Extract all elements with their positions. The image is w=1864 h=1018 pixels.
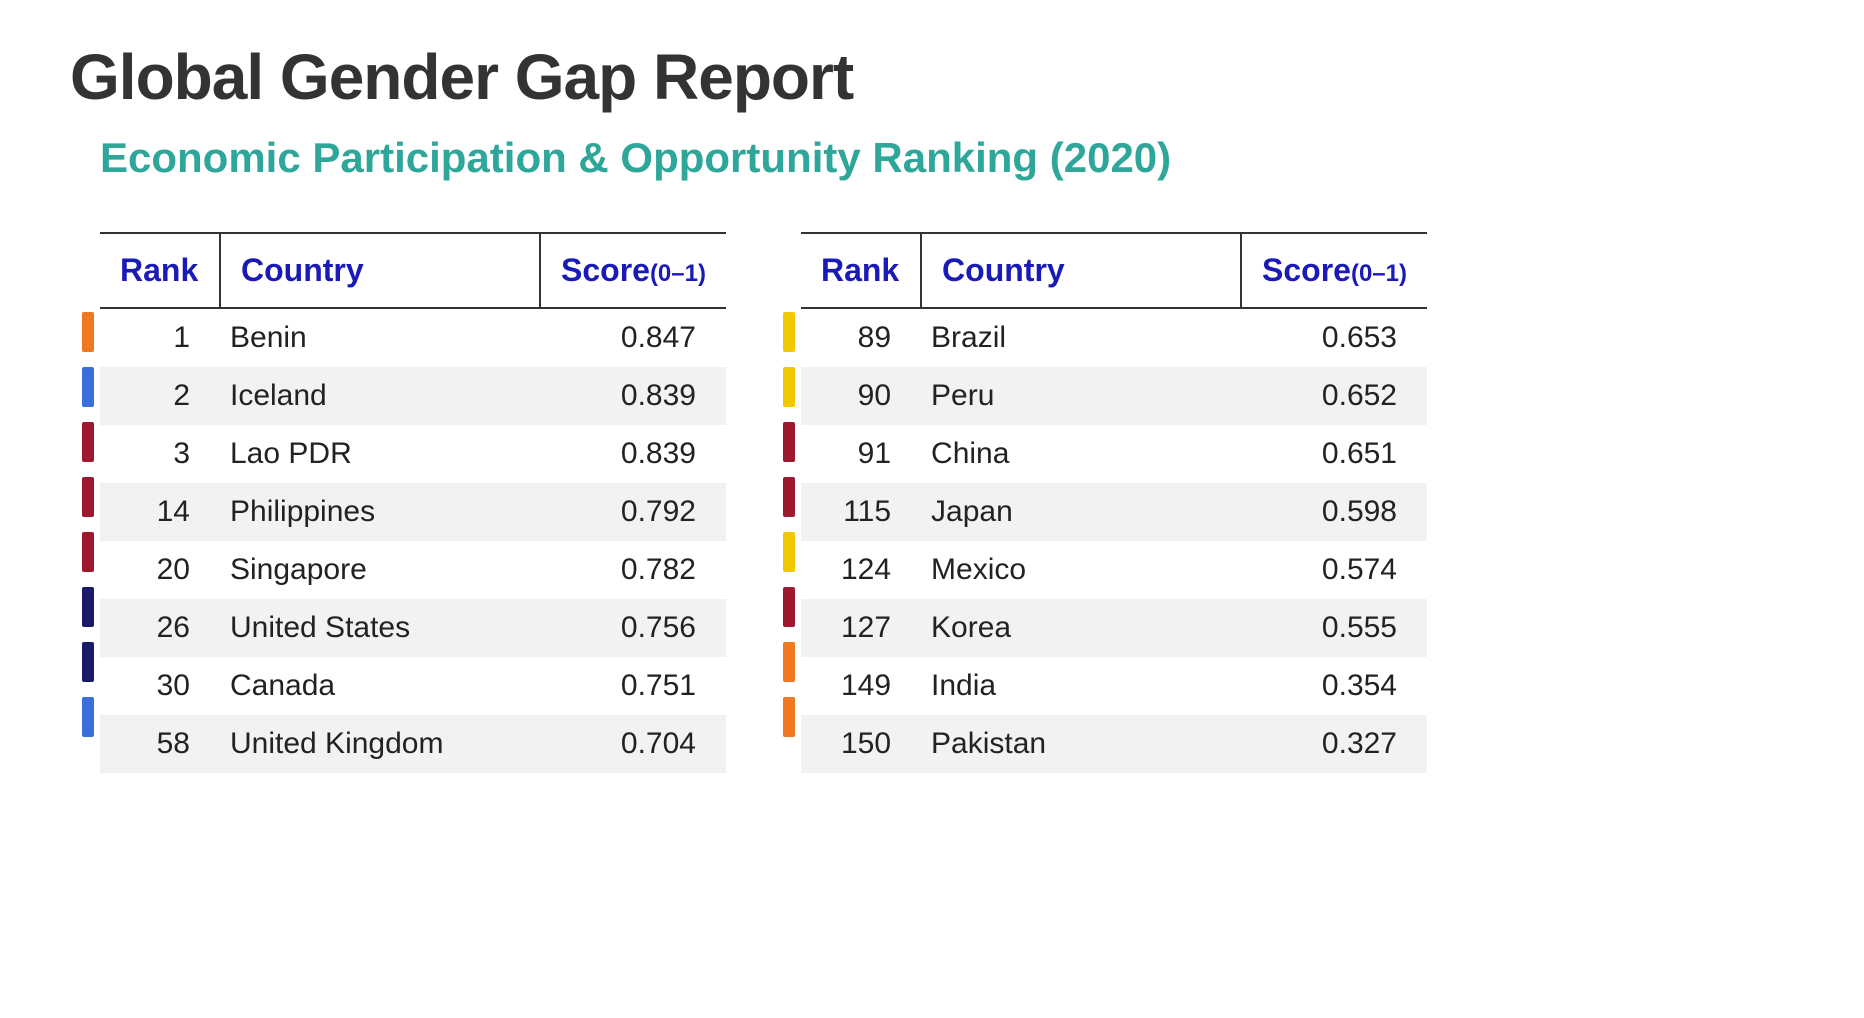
header-score: Score(0–1) (1241, 233, 1427, 308)
score-cell: 0.354 (1241, 657, 1427, 715)
rank-cell: 150 (801, 715, 921, 773)
table-row: 2Iceland0.839 (100, 367, 726, 425)
region-marker-icon (82, 642, 94, 682)
region-marker-icon (783, 587, 795, 627)
rank-cell: 3 (100, 425, 220, 483)
table-row: 124Mexico0.574 (801, 541, 1427, 599)
country-cell: Mexico (921, 541, 1241, 599)
page-subtitle: Economic Participation & Opportunity Ran… (100, 134, 1794, 182)
ranking-table-right: Rank Country Score(0–1) 89Brazil0.65390P… (801, 232, 1427, 773)
country-cell: United Kingdom (220, 715, 540, 773)
country-cell: Pakistan (921, 715, 1241, 773)
region-marker-icon (783, 422, 795, 462)
header-country: Country (921, 233, 1241, 308)
region-marker-icon (783, 642, 795, 682)
country-cell: Japan (921, 483, 1241, 541)
table-row: 20Singapore0.782 (100, 541, 726, 599)
rank-cell: 58 (100, 715, 220, 773)
country-cell: Benin (220, 308, 540, 367)
header-score-range: (0–1) (1351, 260, 1407, 287)
country-cell: Peru (921, 367, 1241, 425)
table-row: 89Brazil0.653 (801, 308, 1427, 367)
region-marker-icon (783, 697, 795, 737)
header-rank: Rank (100, 233, 220, 308)
region-marker-icon (783, 312, 795, 352)
region-marker-icon (82, 367, 94, 407)
rank-cell: 115 (801, 483, 921, 541)
table-row: 3Lao PDR0.839 (100, 425, 726, 483)
country-cell: China (921, 425, 1241, 483)
score-cell: 0.327 (1241, 715, 1427, 773)
table-row: 149India0.354 (801, 657, 1427, 715)
score-cell: 0.847 (540, 308, 726, 367)
rank-cell: 14 (100, 483, 220, 541)
country-cell: Korea (921, 599, 1241, 657)
country-cell: United States (220, 599, 540, 657)
rank-cell: 124 (801, 541, 921, 599)
header-score-range: (0–1) (650, 260, 706, 287)
table-row: 115Japan0.598 (801, 483, 1427, 541)
rank-cell: 26 (100, 599, 220, 657)
table-row: 150Pakistan0.327 (801, 715, 1427, 773)
region-marker-icon (82, 587, 94, 627)
country-cell: India (921, 657, 1241, 715)
score-cell: 0.792 (540, 483, 726, 541)
country-cell: Canada (220, 657, 540, 715)
page-title: Global Gender Gap Report (70, 40, 1794, 114)
region-marker-icon (783, 477, 795, 517)
country-cell: Philippines (220, 483, 540, 541)
region-marker-icon (783, 532, 795, 572)
score-cell: 0.839 (540, 425, 726, 483)
region-marker-icon (783, 367, 795, 407)
table-row: 90Peru0.652 (801, 367, 1427, 425)
score-cell: 0.782 (540, 541, 726, 599)
table-row: 127Korea0.555 (801, 599, 1427, 657)
region-marker-icon (82, 477, 94, 517)
score-cell: 0.651 (1241, 425, 1427, 483)
table-row: 14Philippines0.792 (100, 483, 726, 541)
rank-cell: 91 (801, 425, 921, 483)
header-country: Country (220, 233, 540, 308)
score-cell: 0.555 (1241, 599, 1427, 657)
country-cell: Brazil (921, 308, 1241, 367)
region-marker-icon (82, 312, 94, 352)
rank-cell: 89 (801, 308, 921, 367)
rank-cell: 1 (100, 308, 220, 367)
table-row: 30Canada0.751 (100, 657, 726, 715)
score-cell: 0.574 (1241, 541, 1427, 599)
rank-cell: 20 (100, 541, 220, 599)
score-cell: 0.598 (1241, 483, 1427, 541)
rank-cell: 127 (801, 599, 921, 657)
tables-container: Rank Country Score(0–1) 1Benin0.8472Icel… (100, 232, 1794, 773)
region-marker-icon (82, 532, 94, 572)
score-cell: 0.704 (540, 715, 726, 773)
country-cell: Singapore (220, 541, 540, 599)
score-cell: 0.751 (540, 657, 726, 715)
country-cell: Lao PDR (220, 425, 540, 483)
ranking-table-left: Rank Country Score(0–1) 1Benin0.8472Icel… (100, 232, 726, 773)
rank-cell: 2 (100, 367, 220, 425)
rank-cell: 149 (801, 657, 921, 715)
table-row: 91China0.651 (801, 425, 1427, 483)
rank-cell: 30 (100, 657, 220, 715)
table-row: 26United States0.756 (100, 599, 726, 657)
score-cell: 0.756 (540, 599, 726, 657)
country-cell: Iceland (220, 367, 540, 425)
score-cell: 0.653 (1241, 308, 1427, 367)
score-cell: 0.652 (1241, 367, 1427, 425)
header-score: Score(0–1) (540, 233, 726, 308)
score-cell: 0.839 (540, 367, 726, 425)
region-marker-icon (82, 422, 94, 462)
header-rank: Rank (801, 233, 921, 308)
region-marker-icon (82, 697, 94, 737)
rank-cell: 90 (801, 367, 921, 425)
table-row: 1Benin0.847 (100, 308, 726, 367)
table-row: 58United Kingdom0.704 (100, 715, 726, 773)
